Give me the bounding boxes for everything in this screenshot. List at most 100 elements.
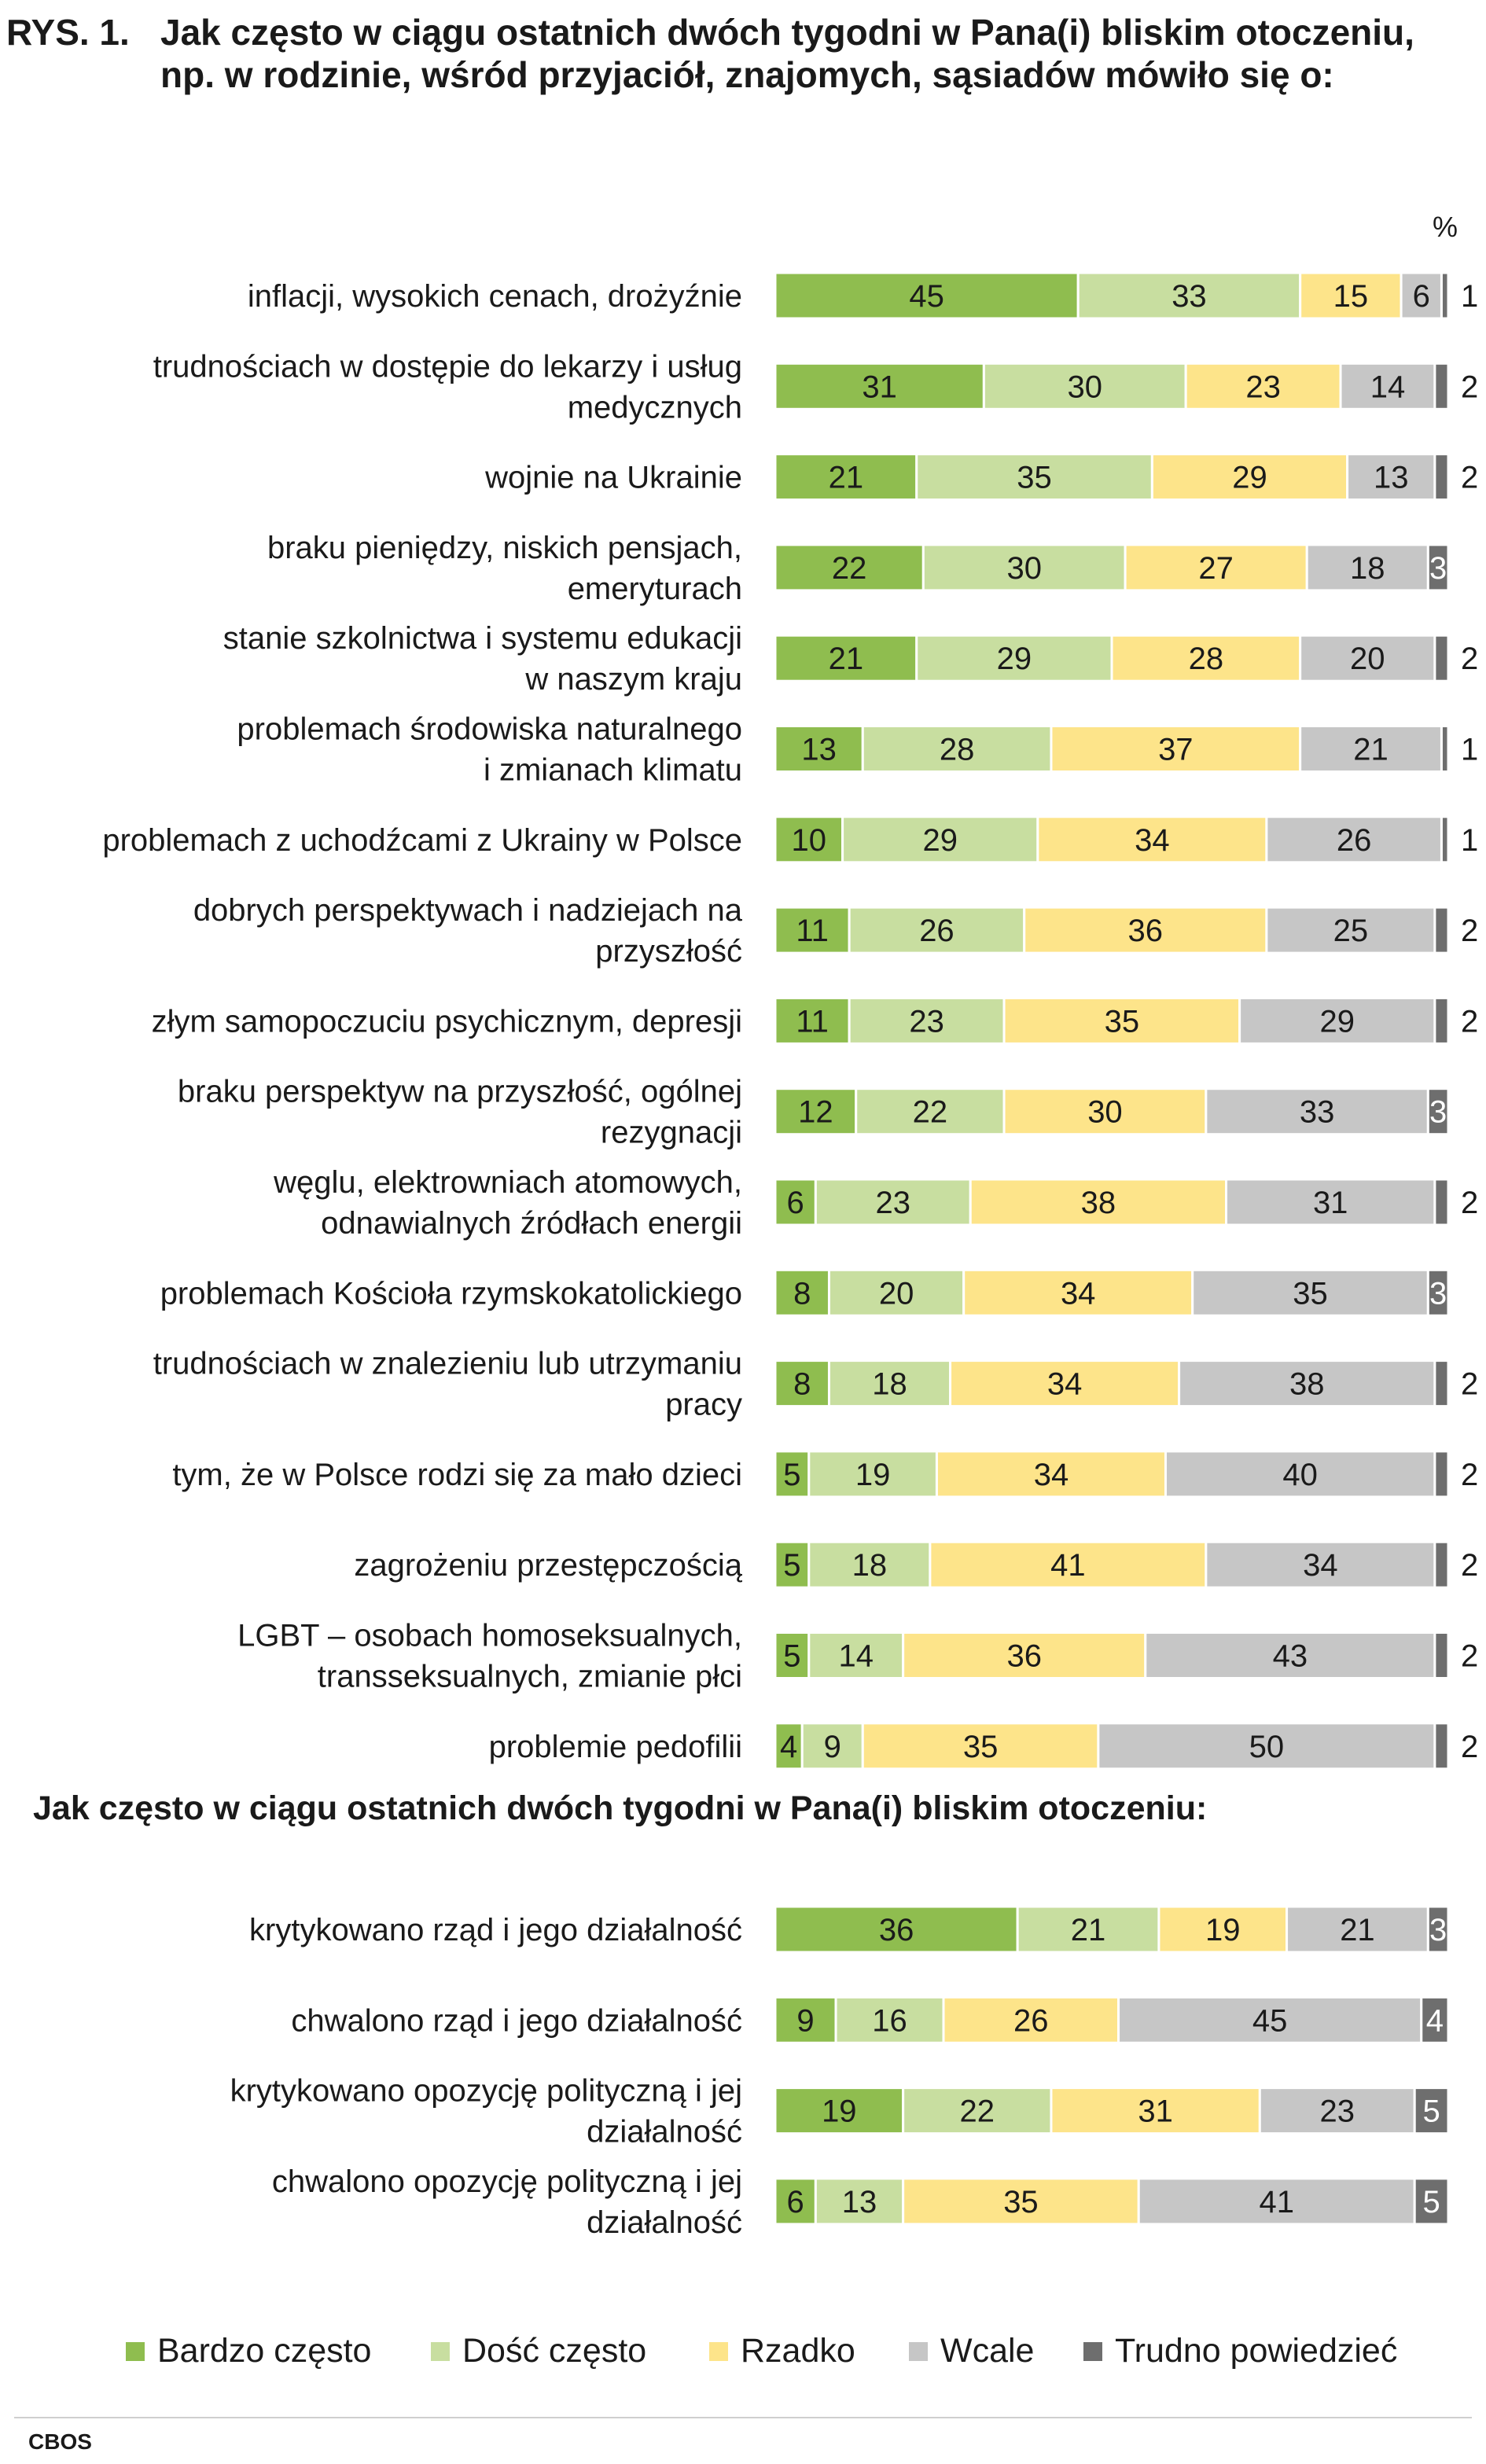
bar-segment [949,1359,1181,1408]
bar-segment [774,271,1080,320]
legend-item: Trudno powiedzieć [1083,2332,1397,2370]
bar-segment [807,1540,932,1589]
data-label: 38 [1081,1186,1116,1220]
data-label: 2 [1461,642,1478,676]
data-label: 8 [793,1367,811,1402]
bar-row: tym, że w Polsce rodzi się za mało dziec… [172,1450,1478,1499]
bar-row: dobrych perspektywach i nadziejach na prz… [193,893,1478,969]
data-label: 35 [1105,1004,1140,1039]
data-label: 2 [1461,1367,1478,1402]
data-label: 19 [822,2094,857,2129]
bar-segment [969,1178,1228,1226]
bar-segment [774,1722,804,1771]
bar-segment [1433,906,1450,954]
data-label: 21 [829,461,864,495]
data-label: 34 [1303,1548,1338,1583]
data-label: 28 [940,733,975,767]
bar-segment [942,1995,1120,2044]
data-label: 5 [1422,2094,1440,2129]
bar-segment [814,2177,905,2226]
data-label: 26 [919,914,954,948]
bar-segment [1299,271,1403,320]
bar-segment [1150,453,1349,502]
bar-segment [774,1631,811,1679]
bar-segment [1002,996,1241,1045]
bar-row: wojnie na Ukrainie 21 35 29 13 2 [484,453,1478,502]
data-label: 4 [1426,2003,1444,2038]
bar-segment [774,906,851,954]
bar-segment [1440,271,1450,320]
data-label: 16 [872,2003,907,2038]
bar-segment [1413,2177,1450,2226]
data-label: 5 [783,1639,800,1674]
data-label: 21 [829,642,864,676]
data-label: 9 [796,2003,814,2038]
bar-segment [1426,543,1450,592]
data-label: 25 [1333,914,1369,948]
data-label: 34 [1034,1458,1069,1492]
bar-segment [774,1540,811,1589]
data-label: 2 [1461,1458,1478,1492]
data-label: 22 [832,551,867,586]
bar-segment [1299,634,1436,682]
data-label: 35 [1293,1276,1328,1311]
data-label: 35 [963,1730,999,1764]
category-label: krytykowano opozycję polityczną i jej dzi… [230,2074,742,2150]
legend-swatch [126,2341,145,2361]
data-label: 33 [1300,1095,1335,1130]
bar-segment [1426,1268,1450,1317]
category-label: tym, że w Polsce rodzi się za mało dziec… [172,1458,742,1492]
bar-segment [774,2177,817,2226]
data-label: 10 [792,823,827,858]
bar-segment [1433,1540,1450,1589]
bar-segment [1426,1905,1450,1954]
data-label: 2 [1461,1004,1478,1039]
bar-segment [774,634,918,682]
bar-segment [1238,996,1436,1045]
bar-segment [774,1178,817,1226]
bar-segment [861,1722,1100,1771]
category-label: problemie pedofilii [489,1730,742,1764]
category-label: braku perspektyw na przyszłość, ogólnej r… [178,1075,742,1150]
bar-segment [1178,1359,1436,1408]
bar-segment [774,1905,1019,1954]
data-label: 45 [909,279,944,314]
data-label: 26 [1013,2003,1049,2038]
bar-segment [1258,2087,1416,2135]
bar-segment [1433,996,1450,1045]
category-label: złym samopoczuciu psychicznym, depresji [152,1004,742,1039]
bar-segment [1400,271,1443,320]
bar-segment [1426,1087,1450,1136]
category-label: chwalono opozycję polityczną i jej działa… [272,2164,742,2240]
bar-segment [1286,1905,1429,1954]
data-label: 4 [780,1730,797,1764]
data-label: 36 [1128,914,1164,948]
data-label: 36 [879,1913,914,1947]
bar-segment [1036,815,1268,864]
bar-segment [1205,1087,1429,1136]
bar-segment [1110,634,1302,682]
data-label: 23 [1245,370,1281,404]
bar-segment [841,815,1039,864]
data-label: 27 [1198,551,1234,586]
percent-unit-label: % [1433,211,1458,243]
data-label: 3 [1429,551,1447,586]
bar-segment [827,1359,952,1408]
data-label: 35 [1017,461,1052,495]
data-label: 6 [1413,279,1430,314]
data-label: 23 [909,1004,944,1039]
data-label: 34 [1061,1276,1096,1311]
bar-segment [1440,725,1450,773]
bar-row: trudnościach w znalezieniu lub utrzymani… [153,1347,1479,1422]
data-label: 41 [1050,1548,1086,1583]
bar-segment [807,1631,905,1679]
category-label: wojnie na Ukrainie [484,461,742,495]
data-label: 30 [1068,370,1103,404]
data-label: 31 [862,370,897,404]
data-label: 36 [1006,1639,1042,1674]
legend-label: Trudno powiedzieć [1115,2332,1398,2370]
data-label: 41 [1259,2185,1294,2219]
bar-segment [1339,362,1436,410]
data-label: 34 [1047,1367,1083,1402]
legend-label: Rzadko [741,2332,855,2370]
